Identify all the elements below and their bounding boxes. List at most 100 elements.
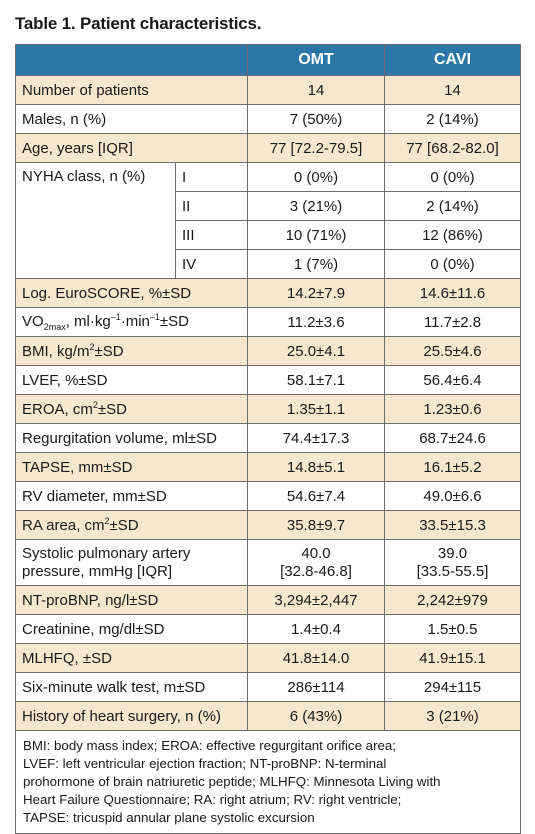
footnote-line: prohormone of brain natriuretic peptide;… (23, 774, 441, 789)
row-label-line: pressure, mmHg [IQR] (22, 562, 173, 580)
nyha-class: II (175, 191, 248, 221)
omt-value: 11.2±3.6 (247, 307, 385, 337)
omt-value: 35.8±9.7 (247, 510, 385, 540)
eroa-text: EROA, cm (22, 401, 93, 418)
cavi-value: 14 (384, 75, 521, 105)
cavi-value: 0 (0%) (384, 249, 521, 279)
omt-value: 1.4±0.4 (247, 614, 385, 644)
omt-value: 14 (247, 75, 385, 105)
table-row: Age, years [IQR] 77 [72.2-79.5] 77 [68.2… (15, 133, 521, 163)
cavi-value: 14.6±11.6 (384, 278, 521, 308)
patient-characteristics-table: OMT CAVI Number of patients 14 14 Males,… (15, 44, 521, 834)
row-label: NT-proBNP, ng/l±SD (15, 585, 248, 615)
bmi-text: ±SD (94, 343, 124, 360)
vo2-text: ·min (120, 313, 150, 330)
row-label: LVEF, %±SD (15, 365, 248, 395)
row-label: Number of patients (15, 75, 248, 105)
omt-value: 7 (50%) (247, 104, 385, 134)
row-label: MLHFQ, ±SD (15, 643, 248, 673)
ra-area-text: RA area, cm (22, 517, 105, 534)
table-title: Table 1. Patient characteristics. (15, 14, 262, 33)
footnote-line: TAPSE: tricuspid annular plane systolic … (23, 810, 315, 825)
row-label: EROA, cm2±SD (15, 394, 248, 424)
cavi-value: 12 (86%) (384, 220, 521, 250)
column-header-omt: OMT (247, 44, 385, 76)
vo2-superscript: –1 (110, 312, 121, 322)
omt-value: 14.2±7.9 (247, 278, 385, 308)
table-row: RA area, cm2±SD 35.8±9.7 33.5±15.3 (15, 510, 521, 540)
cavi-value: 41.9±15.1 (384, 643, 521, 673)
cavi-value: 16.1±5.2 (384, 452, 521, 482)
cavi-value: 39.0 [33.5-55.5] (384, 539, 521, 586)
value-line: [32.8-46.8] (280, 562, 352, 580)
omt-value: 74.4±17.3 (247, 423, 385, 453)
eroa-text: ±SD (97, 401, 127, 418)
row-label: History of heart surgery, n (%) (15, 701, 248, 731)
footnote-row: BMI: body mass index; EROA: effective re… (15, 730, 521, 834)
table-row: VO2max, ml·kg–1·min–1±SD 11.2±3.6 11.7±2… (15, 307, 521, 337)
table-row: EROA, cm2±SD 1.35±1.1 1.23±0.6 (15, 394, 521, 424)
table-row: Six-minute walk test, m±SD 286±114 294±1… (15, 672, 521, 702)
nyha-class: III (175, 220, 248, 250)
bmi-text: BMI, kg/m (22, 343, 90, 360)
value-line: [33.5-55.5] (416, 562, 489, 580)
row-label: Systolic pulmonary artery pressure, mmHg … (15, 539, 248, 586)
omt-value: 25.0±4.1 (247, 336, 385, 366)
omt-value: 77 [72.2-79.5] (247, 133, 385, 163)
cavi-value: 3 (21%) (384, 701, 521, 731)
bmi-superscript: 2 (89, 342, 95, 352)
vo2-text: VO (22, 313, 44, 330)
footnote-line: LVEF: left ventricular ejection fraction… (23, 756, 387, 771)
omt-value: 3 (21%) (247, 191, 385, 221)
row-label: VO2max, ml·kg–1·min–1±SD (15, 307, 248, 337)
table-row: Number of patients 14 14 (15, 75, 521, 105)
table-row: NYHA class, n (%) I 0 (0%) 0 (0%) (15, 162, 521, 279)
cavi-value: 77 [68.2-82.0] (384, 133, 521, 163)
cavi-value: 294±115 (384, 672, 521, 702)
footnote-line: BMI: body mass index; EROA: effective re… (23, 738, 396, 753)
omt-value: 286±114 (247, 672, 385, 702)
cavi-value: 2,242±979 (384, 585, 521, 615)
omt-value: 14.8±5.1 (247, 452, 385, 482)
row-label: Regurgitation volume, ml±SD (15, 423, 248, 453)
table-row: Creatinine, mg/dl±SD 1.4±0.4 1.5±0.5 (15, 614, 521, 644)
table-row: MLHFQ, ±SD 41.8±14.0 41.9±15.1 (15, 643, 521, 673)
nyha-class: IV (175, 249, 248, 279)
cavi-value: 56.4±6.4 (384, 365, 521, 395)
ra-area-superscript: 2 (104, 516, 110, 526)
vo2-subscript: 2max (43, 322, 66, 332)
row-label: Age, years [IQR] (15, 133, 248, 163)
cavi-value: 25.5±4.6 (384, 336, 521, 366)
column-header-cavi: CAVI (384, 44, 521, 76)
vo2-superscript: –1 (149, 312, 160, 322)
row-label: RV diameter, mm±SD (15, 481, 248, 511)
row-label: Creatinine, mg/dl±SD (15, 614, 248, 644)
omt-value: 3,294±2,447 (247, 585, 385, 615)
cavi-value: 0 (0%) (384, 162, 521, 192)
omt-value: 6 (43%) (247, 701, 385, 731)
row-label: Log. EuroSCORE, %±SD (15, 278, 248, 308)
value-line: 40.0 (301, 544, 331, 562)
table-container: OMT CAVI Number of patients 14 14 Males,… (15, 44, 521, 834)
vo2-text: ±SD (159, 313, 189, 330)
table-row: III 10 (71%) 12 (86%) (16, 220, 521, 250)
footnote-line: Heart Failure Questionnaire; RA: right a… (23, 792, 402, 807)
cavi-value: 1.23±0.6 (384, 394, 521, 424)
row-label: BMI, kg/m2±SD (15, 336, 248, 366)
cavi-value: 68.7±24.6 (384, 423, 521, 453)
vo2-text: , ml·kg (65, 313, 111, 330)
cavi-value: 1.5±0.5 (384, 614, 521, 644)
omt-value: 40.0 [32.8-46.8] (247, 539, 385, 586)
omt-value: 1 (7%) (247, 249, 385, 279)
ra-area-text: ±SD (109, 517, 139, 534)
value-line: 39.0 (437, 544, 468, 562)
cavi-value: 33.5±15.3 (384, 510, 521, 540)
table-footnote: BMI: body mass index; EROA: effective re… (15, 730, 521, 834)
cavi-value: 11.7±2.8 (384, 307, 521, 337)
row-label: Six-minute walk test, m±SD (15, 672, 248, 702)
row-label: NYHA class, n (%) (15, 162, 176, 279)
table-row: II 3 (21%) 2 (14%) (16, 191, 521, 221)
table-row: NT-proBNP, ng/l±SD 3,294±2,447 2,242±979 (15, 585, 521, 615)
table-row: Regurgitation volume, ml±SD 74.4±17.3 68… (15, 423, 521, 453)
table-row: Systolic pulmonary artery pressure, mmHg … (15, 539, 521, 586)
